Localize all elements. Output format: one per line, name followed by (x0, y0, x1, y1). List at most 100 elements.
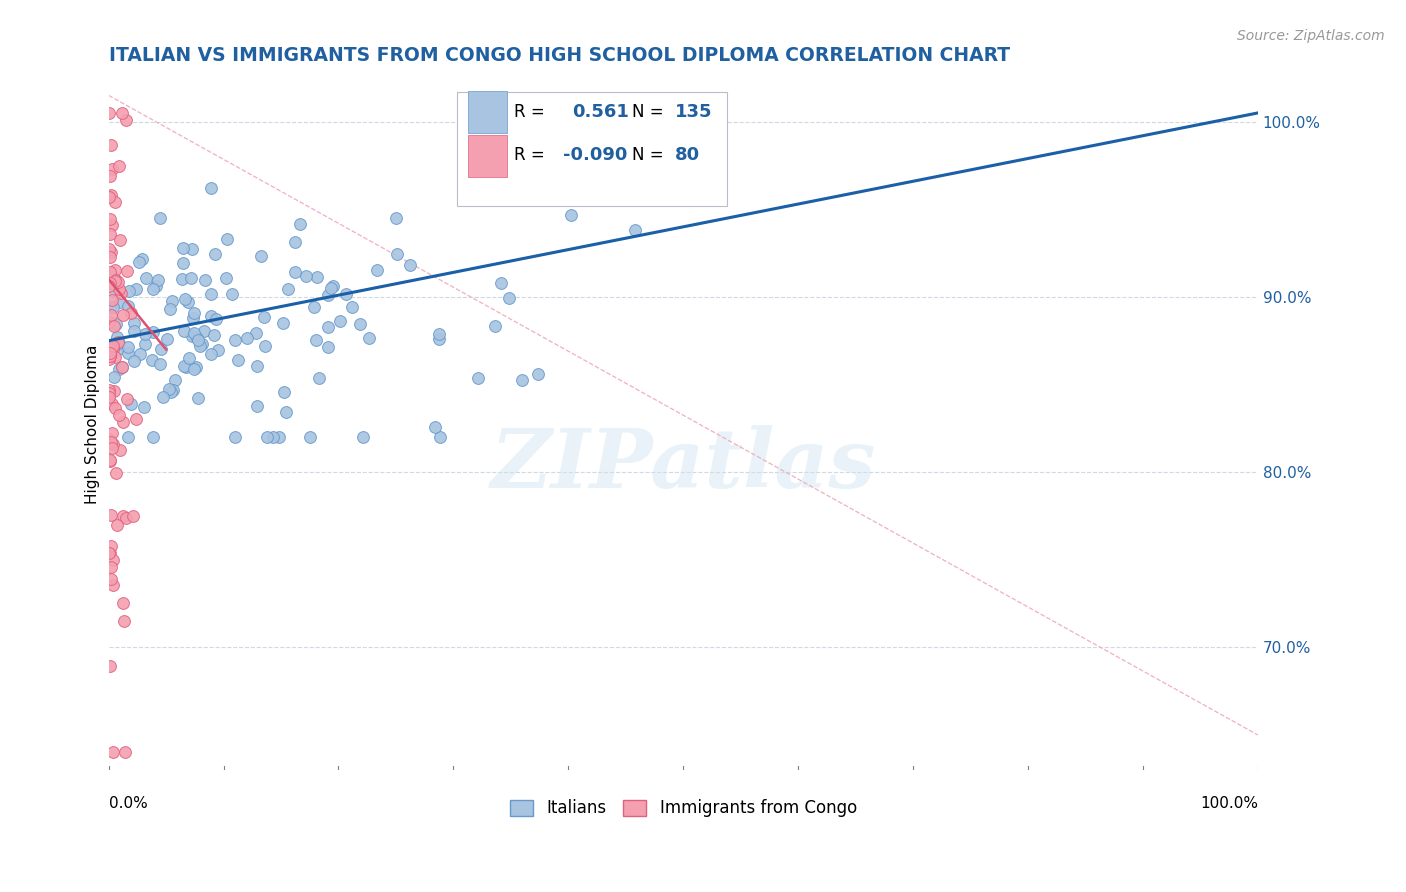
Point (226, 353, 249, 368)
Point (329, 314, 352, 328)
Point (200, 287, 222, 301)
Point (318, 320, 340, 334)
Point (115, 392, 138, 406)
Point (98, 190, 121, 204)
Point (100, 425, 122, 440)
Text: -0.090: -0.090 (562, 146, 627, 164)
Point (200, 181, 222, 195)
Point (157, 382, 180, 396)
Point (122, 353, 145, 368)
Point (107, 343, 129, 357)
Point (117, 430, 139, 444)
Point (429, 326, 451, 341)
Point (162, 294, 184, 309)
Point (100, 434, 122, 449)
Text: 0.561: 0.561 (572, 103, 628, 120)
Point (277, 282, 299, 296)
Point (98, 349, 121, 363)
Point (160, 385, 183, 400)
Point (100, 441, 122, 455)
Point (267, 430, 290, 444)
Point (98, 386, 121, 401)
Point (103, 577, 125, 591)
Point (624, 222, 647, 236)
Point (498, 291, 520, 305)
Point (387, 247, 409, 261)
Point (187, 333, 209, 347)
Point (148, 357, 170, 371)
Point (135, 270, 157, 285)
Point (207, 343, 229, 357)
Point (98, 211, 121, 226)
Point (322, 279, 344, 293)
Point (271, 317, 294, 331)
Text: N =: N = (631, 103, 664, 120)
Point (107, 275, 129, 289)
Point (117, 299, 139, 313)
Point (101, 219, 124, 233)
Point (108, 442, 131, 457)
Point (122, 324, 145, 338)
Point (117, 340, 139, 354)
Point (202, 328, 225, 343)
Point (111, 360, 134, 375)
Point (163, 373, 186, 387)
Point (117, 345, 139, 359)
Point (224, 430, 246, 444)
Point (103, 342, 125, 356)
Point (103, 300, 125, 314)
Point (100, 188, 122, 202)
Point (101, 339, 124, 353)
Point (246, 359, 269, 373)
Legend: Italians, Immigrants from Congo: Italians, Immigrants from Congo (503, 793, 863, 824)
Point (100, 539, 122, 553)
Point (98, 546, 121, 560)
Point (180, 271, 202, 285)
Point (101, 293, 124, 307)
Point (115, 264, 138, 278)
Point (318, 340, 340, 354)
Point (204, 247, 226, 261)
Point (180, 329, 202, 343)
Point (190, 337, 212, 351)
Point (200, 310, 222, 324)
Point (107, 335, 129, 350)
Point (173, 359, 195, 374)
Point (100, 342, 122, 356)
Point (98, 453, 121, 467)
Text: ITALIAN VS IMMIGRANTS FROM CONGO HIGH SCHOOL DIPLOMA CORRELATION CHART: ITALIAN VS IMMIGRANTS FROM CONGO HIGH SC… (108, 46, 1010, 65)
Point (180, 242, 202, 256)
Point (104, 351, 127, 365)
Point (607, 174, 630, 188)
Point (129, 347, 152, 361)
Point (319, 280, 342, 294)
Text: 0.0%: 0.0% (108, 796, 148, 811)
Point (174, 292, 197, 306)
Point (115, 112, 138, 127)
Point (142, 430, 165, 444)
Point (108, 362, 131, 376)
Point (190, 339, 212, 353)
Point (100, 560, 122, 574)
Point (246, 399, 269, 413)
Point (340, 301, 363, 315)
Point (187, 391, 209, 405)
Point (526, 367, 548, 381)
Point (335, 286, 357, 301)
Point (183, 311, 205, 326)
Point (98, 106, 121, 120)
Point (177, 294, 200, 309)
Point (284, 265, 307, 279)
Point (100, 508, 122, 522)
Point (252, 310, 274, 324)
Point (114, 746, 136, 760)
Point (489, 277, 512, 291)
Point (98, 268, 121, 282)
Point (425, 419, 447, 434)
Point (316, 287, 339, 301)
Point (101, 285, 124, 299)
Text: ZIPatlas: ZIPatlas (491, 425, 876, 506)
Point (98, 279, 121, 293)
Point (159, 301, 181, 316)
Point (108, 233, 131, 247)
